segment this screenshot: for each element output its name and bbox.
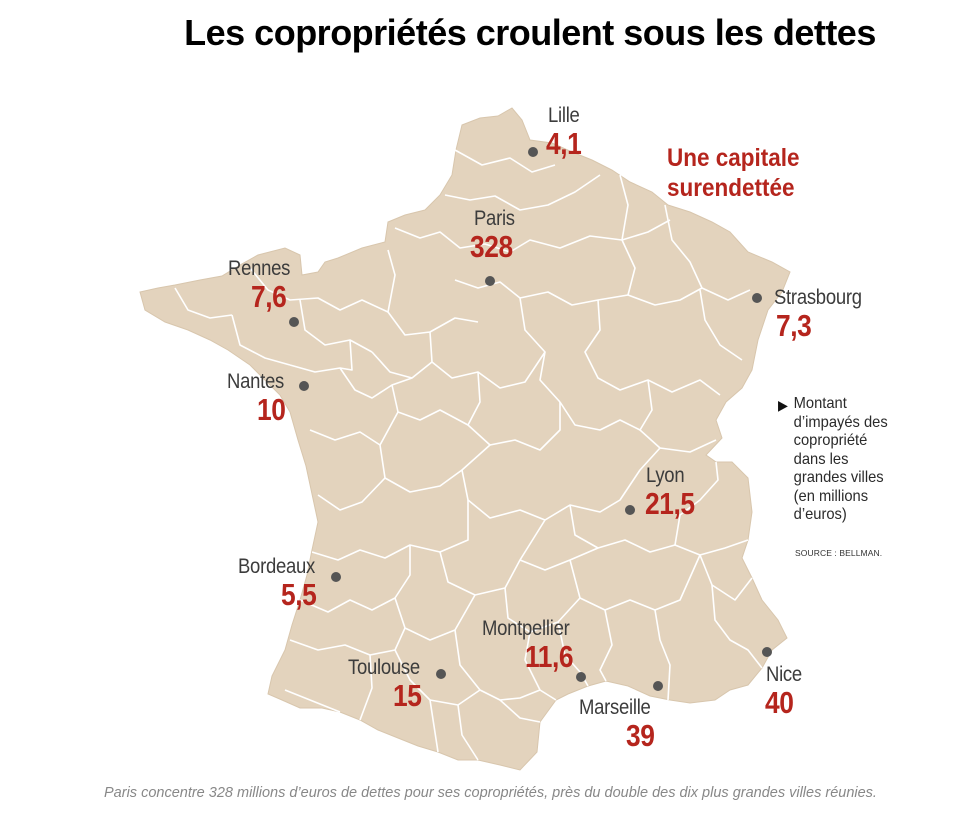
city-value-marseille: 39 xyxy=(626,718,655,753)
city-dot-lille xyxy=(528,147,538,157)
city-value-lyon: 21,5 xyxy=(645,486,695,521)
city-name-bordeaux: Bordeaux xyxy=(238,555,315,578)
city-dot-paris xyxy=(485,276,495,286)
city-dot-nice xyxy=(762,647,772,657)
figure-caption: Paris concentre 328 millions d’euros de … xyxy=(104,785,877,801)
city-name-strasbourg: Strasbourg xyxy=(774,286,862,309)
france-land xyxy=(139,107,791,771)
city-dot-toulouse xyxy=(436,669,446,679)
department-borders xyxy=(174,149,763,761)
city-markers xyxy=(289,147,772,691)
city-name-marseille: Marseille xyxy=(579,696,651,719)
city-dot-marseille xyxy=(653,681,663,691)
city-value-strasbourg: 7,3 xyxy=(776,308,812,343)
city-name-lyon: Lyon xyxy=(646,464,685,487)
city-name-montpellier: Montpellier xyxy=(482,617,570,640)
city-value-nantes: 10 xyxy=(257,392,286,427)
city-name-lille: Lille xyxy=(548,104,580,127)
city-dot-strasbourg xyxy=(752,293,762,303)
city-dot-nantes xyxy=(299,381,309,391)
triangle-right-icon: ▶ xyxy=(778,397,788,413)
legend: ▶ Montant d’impayés des copropriété dans… xyxy=(778,395,916,525)
city-value-lille: 4,1 xyxy=(546,126,582,161)
city-dot-lyon xyxy=(625,505,635,515)
page-title: Les copropriétés croulent sous les dette… xyxy=(0,12,976,54)
city-name-nice: Nice xyxy=(766,663,802,686)
city-name-toulouse: Toulouse xyxy=(348,656,420,679)
headline-line-2: surendettée xyxy=(667,174,795,202)
city-name-paris: Paris xyxy=(474,207,515,230)
page-title-text: Les copropriétés croulent sous les dette… xyxy=(184,12,876,53)
city-value-bordeaux: 5,5 xyxy=(281,577,317,612)
city-dot-montpellier xyxy=(576,672,586,682)
city-value-nice: 40 xyxy=(765,685,794,720)
city-name-rennes: Rennes xyxy=(228,257,291,280)
city-value-rennes: 7,6 xyxy=(251,279,287,314)
city-value-toulouse: 15 xyxy=(393,678,422,713)
city-value-montpellier: 11,6 xyxy=(525,639,574,674)
legend-text: Montant d’impayés des copropriété dans l… xyxy=(793,395,888,523)
city-name-nantes: Nantes xyxy=(227,370,284,393)
city-dot-rennes xyxy=(289,317,299,327)
headline-line-1: Une capitale xyxy=(667,144,800,172)
headline: Une capitale surendettée xyxy=(667,143,847,203)
city-value-paris: 328 xyxy=(470,229,513,264)
source-note: SOURCE : BELLMAN. xyxy=(795,548,883,558)
city-dot-bordeaux xyxy=(331,572,341,582)
